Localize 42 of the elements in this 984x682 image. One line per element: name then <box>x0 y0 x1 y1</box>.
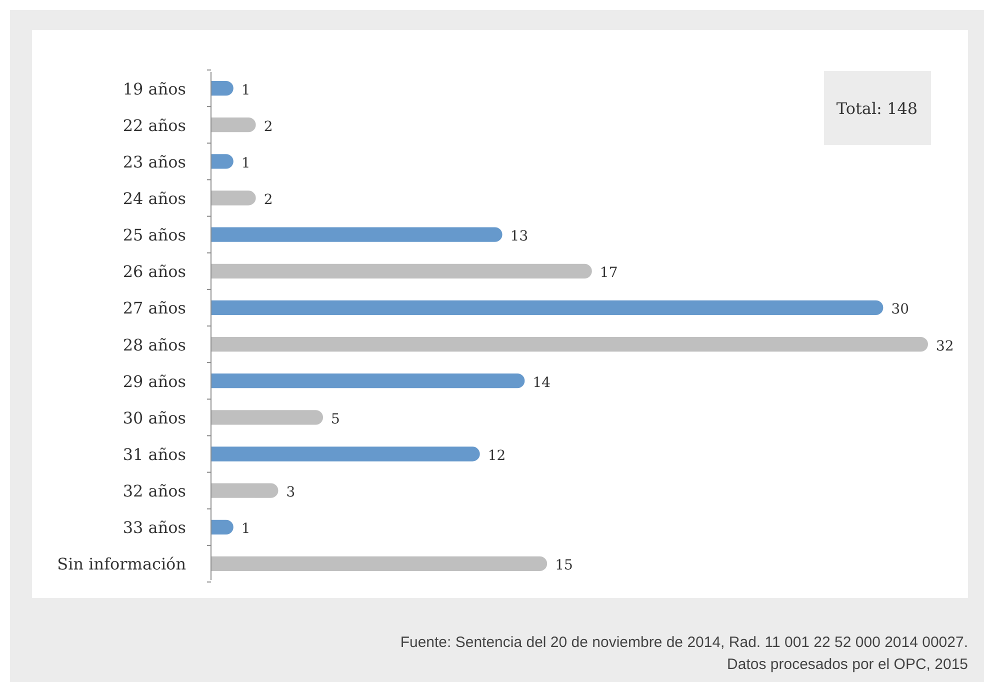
data-label: 13 <box>510 228 528 245</box>
bar <box>211 446 480 462</box>
data-label: 2 <box>264 192 273 208</box>
bar <box>211 483 278 498</box>
annotation: Total: 148 <box>836 99 918 118</box>
y-tick-label: 31 años <box>122 445 186 464</box>
y-tick-label: 29 años <box>122 372 186 391</box>
data-label: 12 <box>488 448 506 464</box>
bar <box>211 300 884 316</box>
bar <box>211 118 256 132</box>
y-tick-label: 19 años <box>122 79 186 98</box>
bar <box>211 227 502 242</box>
y-tick-label: 32 años <box>122 482 186 501</box>
data-label: 32 <box>936 338 954 354</box>
data-label: 15 <box>555 558 573 574</box>
y-tick-label: 27 años <box>122 298 186 318</box>
bar <box>211 374 525 388</box>
data-label: 14 <box>532 374 551 391</box>
data-label: 5 <box>331 411 340 428</box>
bar <box>211 556 548 572</box>
source-note: Fuente: Sentencia del 20 de noviembre de 2014, Rad. 11 001 22 52 000 2014 00027. <box>400 634 968 651</box>
y-tick-label: 30 años <box>122 408 186 428</box>
bar <box>211 264 592 278</box>
data-label: 1 <box>241 521 250 538</box>
data-label: 17 <box>600 265 618 282</box>
y-tick-label: 23 años <box>122 152 186 172</box>
data-label: 2 <box>264 118 273 135</box>
data-label: 1 <box>241 82 250 98</box>
text: Datos procesados por el OPC, 2015 <box>727 656 968 673</box>
bar <box>211 336 928 352</box>
y-tick-label: 22 años <box>122 116 186 135</box>
y-tick-label: 33 años <box>122 518 186 538</box>
y-tick-label: 25 años <box>122 226 186 245</box>
bar <box>211 410 324 425</box>
y-tick-label: 26 años <box>122 262 186 282</box>
bar <box>211 190 256 206</box>
y-tick-label: 24 años <box>122 189 186 208</box>
y-tick-label: 28 años <box>122 335 186 354</box>
y-tick-label: Sin información <box>57 554 186 574</box>
data-label: 1 <box>241 155 250 172</box>
data-label: 3 <box>286 484 296 501</box>
data-label: 30 <box>891 302 910 318</box>
